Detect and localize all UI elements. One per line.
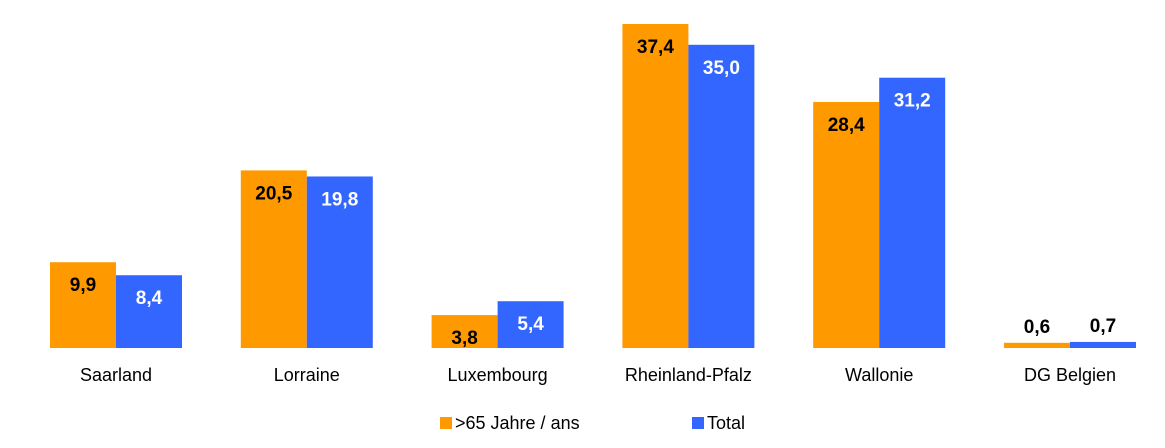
data-label: 5,4	[517, 314, 544, 335]
bar-total-dg-belgien	[1070, 341, 1136, 348]
category-label: Saarland	[80, 365, 152, 385]
bar-total-saarland	[116, 275, 182, 348]
data-label: 37,4	[637, 37, 674, 58]
category-labels: Saarland Lorraine Luxembourg Rheinland-Pfal…	[80, 365, 1116, 385]
data-label: 35,0	[703, 58, 740, 79]
bar-over65-saarland	[50, 262, 116, 348]
legend-swatch-over65	[440, 417, 452, 429]
bar-over65-rheinland-pfalz	[622, 24, 689, 348]
data-label: 28,4	[828, 115, 865, 136]
bar-over65-lorraine	[240, 170, 307, 348]
category-label: Wallonie	[845, 365, 913, 385]
data-label: 8,4	[136, 288, 163, 309]
data-label: 20,5	[255, 183, 292, 204]
data-label: 0,6	[1024, 317, 1050, 338]
legend-label-over65: >65 Jahre / ans	[455, 413, 580, 433]
legend-swatch-total	[692, 417, 704, 429]
legend-label-total: Total	[707, 413, 745, 433]
data-label: 0,7	[1090, 316, 1116, 337]
bar-total-rheinland-pfalz	[688, 44, 755, 348]
legend: >65 Jahre / ans Total	[440, 413, 745, 433]
data-label: 9,9	[70, 275, 96, 296]
bar-total-luxembourg	[497, 301, 564, 348]
bar-total-lorraine	[306, 176, 373, 348]
category-label: Luxembourg	[448, 365, 548, 385]
data-label: 19,8	[321, 189, 358, 210]
category-label: DG Belgien	[1024, 365, 1116, 385]
bar-over65-wallonie	[813, 101, 880, 348]
category-label: Rheinland-Pfalz	[625, 365, 752, 385]
bar-over65-dg-belgien	[1004, 342, 1070, 348]
data-label: 3,8	[451, 328, 477, 349]
bar-over65-luxembourg	[431, 315, 498, 348]
data-label: 31,2	[894, 91, 931, 112]
category-label: Lorraine	[274, 365, 340, 385]
bar-total-wallonie	[879, 77, 946, 348]
bars-layer: 9,9 8,4 20,5 19,8 3,8 5,4 37,4 35,0 28,4 31,2 0,6 0…	[50, 24, 1136, 349]
